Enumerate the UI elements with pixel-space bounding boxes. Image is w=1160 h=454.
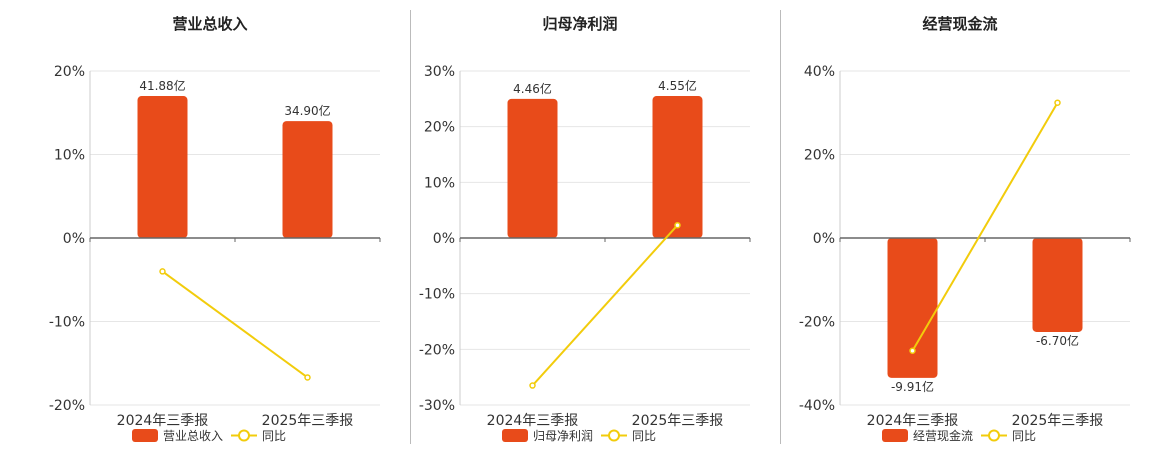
y-tick-label: -20% xyxy=(49,398,85,414)
y-tick-label: -10% xyxy=(49,315,85,331)
y-tick-label: -20% xyxy=(419,342,455,358)
y-tick-label: 30% xyxy=(424,64,455,80)
legend-bar-swatch xyxy=(502,429,528,442)
bar xyxy=(282,121,333,238)
panel-divider xyxy=(780,10,781,444)
chart-panel-cashflow: 经营现金流 40% 20% 0% -20% -40% -9.91亿 -6.70亿 2024年三季… xyxy=(740,0,1160,450)
legend-line-label: 同比 xyxy=(262,429,286,443)
yoy-line xyxy=(531,224,679,387)
y-tick-label: -10% xyxy=(419,287,455,303)
bar xyxy=(1032,238,1083,332)
yoy-point xyxy=(159,268,166,275)
yoy-point xyxy=(909,347,916,354)
y-tick-label: 20% xyxy=(804,148,835,164)
legend-line-marker xyxy=(238,429,250,442)
legend-line-marker xyxy=(988,429,1000,442)
legend-bar-label: 经营现金流 xyxy=(913,428,973,443)
y-tick-label: -40% xyxy=(799,398,835,414)
y-tick-label: 10% xyxy=(54,148,85,164)
chart-panel-net-profit-inner: 归母净利润 30% 20% 10% 0% -10% -20% -30% 4.46亿 4.55亿 20… xyxy=(370,0,780,450)
y-tick-label: -30% xyxy=(419,398,455,414)
bar-value-label: 4.55亿 xyxy=(658,78,697,93)
legend-line-label: 同比 xyxy=(1012,429,1036,443)
bar-value-label: 4.46亿 xyxy=(513,81,552,96)
x-tick-label: 2025年三季报 xyxy=(1012,413,1104,429)
y-tick-label: 20% xyxy=(424,120,455,136)
y-tick-label: 0% xyxy=(433,231,455,247)
x-tick-label: 2025年三季报 xyxy=(262,413,354,429)
bar-value-label: 34.90亿 xyxy=(284,103,330,118)
y-tick-label: 20% xyxy=(54,64,85,80)
y-tick-label: 40% xyxy=(804,64,835,80)
chart-panel-revenue: 营业总收入 20% 10% 0% -10% -20% 41.88亿 34.90亿 2024年三季… xyxy=(0,0,410,450)
legend-bar-swatch xyxy=(882,429,908,442)
net-profit-chart: 归母净利润 30% 20% 10% 0% -10% -20% -30% 4.46亿 4.55亿 20… xyxy=(419,15,751,443)
bar xyxy=(652,96,703,238)
x-tick-label: 2024年三季报 xyxy=(867,413,959,429)
bar-value-label: 41.88亿 xyxy=(139,78,185,93)
y-tick-label: 0% xyxy=(63,231,85,247)
bar xyxy=(137,96,188,238)
y-tick-label: -20% xyxy=(799,315,835,331)
bar xyxy=(887,238,938,378)
bar-value-label: -6.70亿 xyxy=(1036,333,1079,348)
yoy-line xyxy=(161,270,309,379)
yoy-line xyxy=(911,102,1059,352)
x-tick-label: 2025年三季报 xyxy=(632,413,724,429)
legend-bar-label: 营业总收入 xyxy=(163,429,223,443)
legend-bar-label: 归母净利润 xyxy=(533,429,593,443)
legend-bar-swatch xyxy=(132,429,158,442)
y-tick-label: 0% xyxy=(813,231,835,247)
x-tick-label: 2024年三季报 xyxy=(487,413,579,429)
legend-line-label: 同比 xyxy=(632,429,656,443)
yoy-point xyxy=(674,221,681,229)
revenue-chart: 营业总收入 20% 10% 0% -10% -20% 41.88亿 34.90亿 2024年三季… xyxy=(49,15,381,443)
x-tick-label: 2024年三季报 xyxy=(117,413,209,429)
chart-title: 营业总收入 xyxy=(172,15,247,33)
cashflow-chart: 经营现金流 40% 20% 0% -20% -40% -9.91亿 -6.70亿 2024年三季… xyxy=(799,15,1131,443)
y-tick-label: 10% xyxy=(424,175,455,191)
chart-title: 归母净利润 xyxy=(542,15,617,33)
panel-divider xyxy=(410,10,411,444)
legend-line-marker xyxy=(608,429,620,442)
bar xyxy=(507,98,558,238)
yoy-point xyxy=(1054,99,1061,106)
yoy-point xyxy=(529,382,536,389)
chart-title: 经营现金流 xyxy=(922,15,997,33)
yoy-point xyxy=(304,374,311,381)
bar-value-label: -9.91亿 xyxy=(891,379,934,394)
